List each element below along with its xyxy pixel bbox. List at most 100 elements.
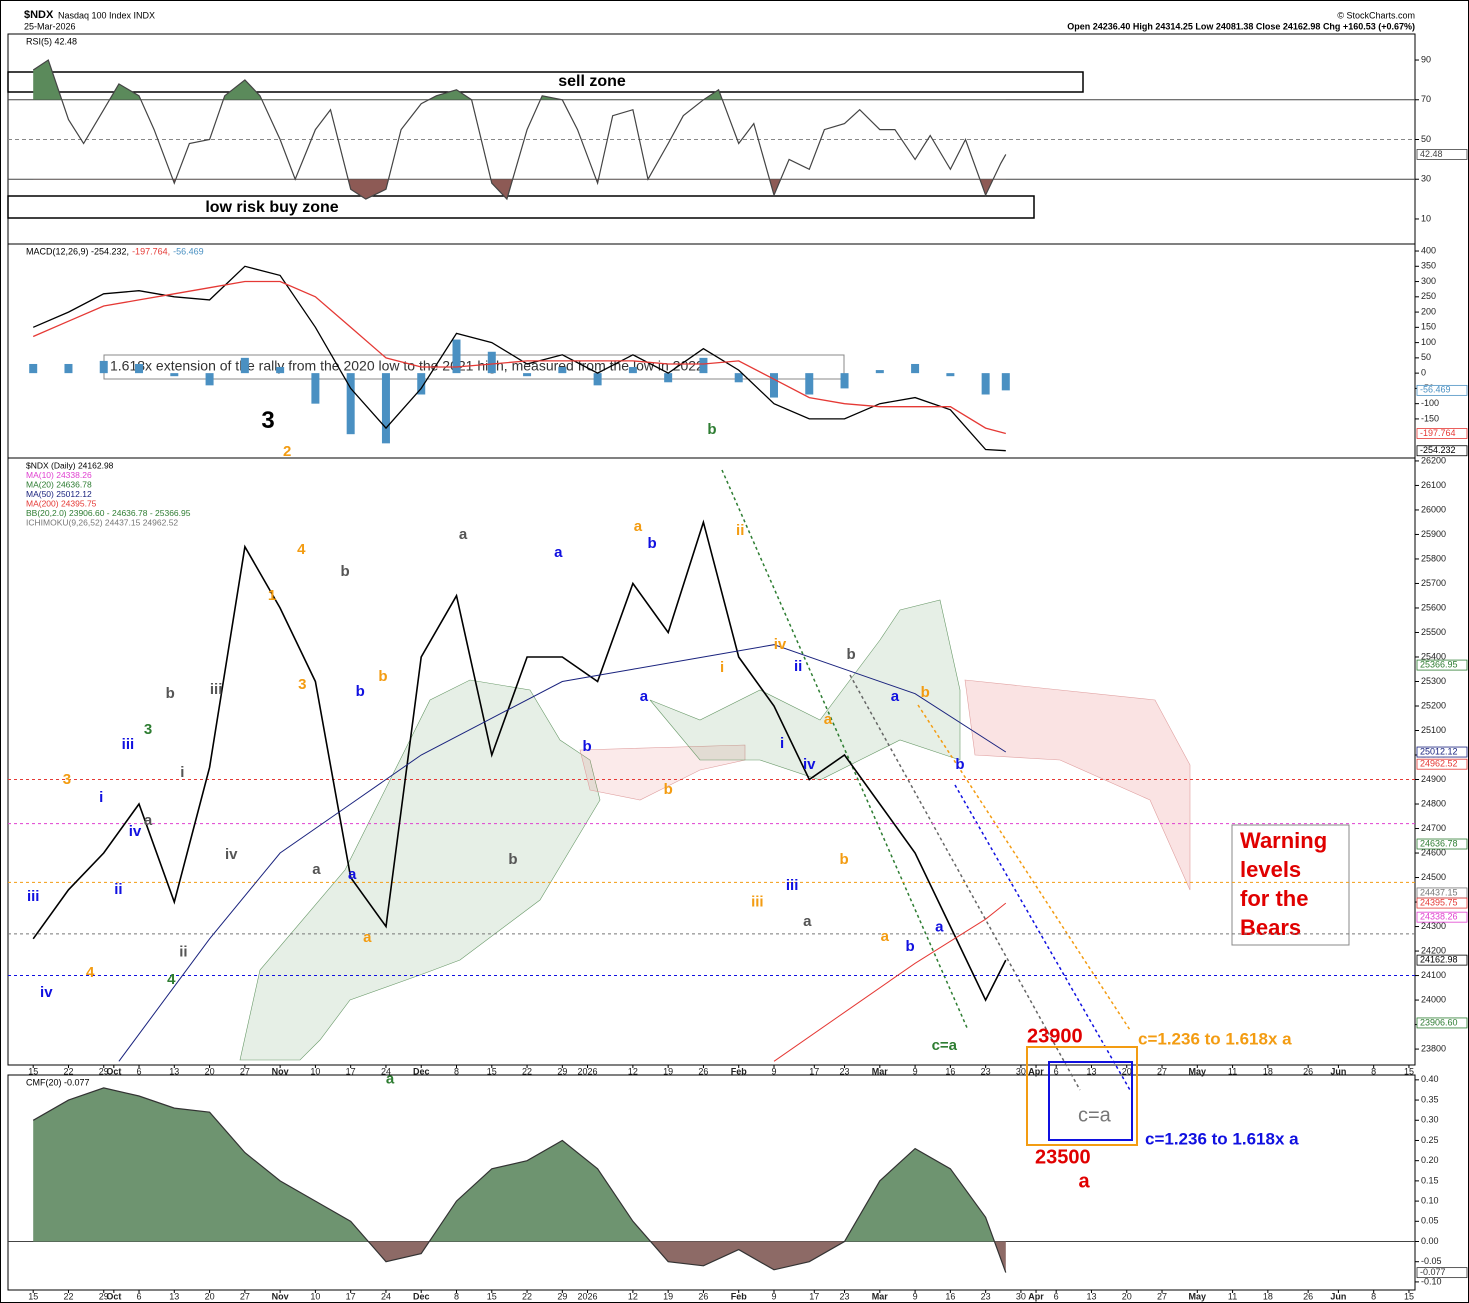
x-tick-label: 26 (1303, 1291, 1313, 1301)
wave-label: b (847, 646, 856, 663)
value-tag (1416, 954, 1468, 966)
x-tick-label: 27 (1157, 1291, 1167, 1301)
x-tick-label: 16 (945, 1066, 955, 1076)
y-tick-label: 25500 (1421, 627, 1446, 637)
wave-label: b (582, 738, 591, 755)
y-tick-label: 24500 (1421, 872, 1446, 882)
x-tick-label: 20 (1122, 1066, 1132, 1076)
projection-line (917, 704, 1131, 1031)
histogram-bar (875, 370, 884, 374)
symbol: $NDX (24, 9, 54, 21)
y-tick-label: 0 (1421, 368, 1426, 378)
value-tag (1416, 1267, 1468, 1279)
legend-entry: ICHIMOKU(9,26,52) 24437.15 24962.52 (26, 517, 178, 527)
projection-line (954, 784, 1131, 1091)
x-tick-label: 23 (981, 1291, 991, 1301)
x-tick-label: 15 (1404, 1066, 1414, 1076)
value-tag-label: -197.764 (1420, 428, 1456, 438)
x-tick-label: Mar (872, 1066, 889, 1076)
legend-entry: MA(10) 24338.26 (26, 470, 92, 480)
x-tick-label: 15 (28, 1066, 38, 1076)
y-tick-label: 0.25 (1421, 1135, 1439, 1145)
wave-label: a (640, 688, 649, 705)
wave-label: b (508, 851, 517, 868)
histogram-bar (99, 360, 108, 374)
x-tick-label: 17 (346, 1066, 356, 1076)
x-tick-label: 24 (381, 1291, 391, 1301)
x-tick-label: 13 (1086, 1066, 1096, 1076)
x-tick-label: 22 (63, 1291, 73, 1301)
note: 1.618x extension of the rally from the 2… (110, 358, 704, 374)
x-tick-label: 22 (63, 1066, 73, 1076)
value-tag-label: 24395.75 (1420, 897, 1458, 907)
legend-entry: MA(200) 24395.75 (26, 498, 97, 508)
histogram-bar (417, 373, 426, 395)
x-tick-label: 13 (1086, 1291, 1096, 1301)
histogram-bar (311, 373, 320, 404)
y-tick-label: 200 (1421, 306, 1436, 316)
histogram-bar (946, 373, 955, 377)
y-tick-label: -0.05 (1421, 1256, 1442, 1266)
y-tick-label: -150 (1421, 413, 1439, 423)
price-panel (7, 457, 1416, 1066)
x-tick-label: 10 (310, 1066, 320, 1076)
series-line (773, 902, 1007, 1062)
value-tag (1416, 659, 1468, 671)
wave-label: a (363, 929, 372, 946)
x-tick-label: 23 (840, 1291, 850, 1301)
wave-label: ii (179, 944, 187, 961)
value-tag (1416, 897, 1468, 909)
x-tick-label: 29 (557, 1291, 567, 1301)
cmf-panel (7, 1074, 1416, 1291)
y-tick-label: 50 (1421, 352, 1431, 362)
histogram-bar (381, 373, 390, 444)
x-tick-label: 20 (1122, 1291, 1132, 1301)
wave-label: a (144, 812, 153, 829)
panel-label: MACD(12,26,9) -254.232, (26, 246, 129, 256)
warning-box (1231, 824, 1350, 946)
ichimoku-cloud (964, 679, 1191, 891)
panel-label: RSI(5) 42.48 (26, 36, 77, 46)
wave-label: 4 (167, 971, 176, 988)
value-tag-label: 24162.98 (1420, 954, 1458, 964)
x-tick-label: 18 (1263, 1066, 1273, 1076)
wave-label: b (839, 851, 848, 868)
x-tick-label: 16 (945, 1291, 955, 1301)
target-label: 23900 (1027, 1025, 1083, 1047)
y-tick-label: 25300 (1421, 676, 1446, 686)
histogram-bar (769, 373, 778, 398)
y-tick-label: 24000 (1421, 994, 1446, 1004)
wave-label: iii (27, 888, 40, 905)
histogram-bar (523, 373, 532, 377)
legend-entry: BB(20,2.0) 23906.60 - 24636.78 - 25366.9… (26, 508, 191, 518)
x-tick-label: 24 (381, 1066, 391, 1076)
wave-label: ii (736, 522, 744, 539)
wave-label: iii (210, 681, 223, 698)
wave-label: iii (122, 736, 135, 753)
wave-label: iv (129, 823, 142, 840)
x-tick-label: 17 (346, 1291, 356, 1301)
value-tag (1416, 149, 1468, 160)
ichimoku-cloud (579, 744, 746, 801)
histogram-bar (805, 373, 814, 395)
x-tick-label: Jun (1330, 1291, 1346, 1301)
y-tick-label: 26200 (1421, 455, 1446, 465)
warning-text: for the (1240, 886, 1308, 911)
wave-label: c=a (932, 1037, 958, 1054)
wave-label: b (356, 683, 365, 700)
x-tick-label: 20 (205, 1291, 215, 1301)
chart-date: 25-Mar-2026 (24, 21, 76, 31)
y-tick-label: -0.10 (1421, 1276, 1442, 1286)
sell-zone-box (7, 71, 1084, 93)
y-tick-label: 350 (1421, 261, 1436, 271)
wave-label: 4 (86, 964, 95, 981)
y-tick-label: 24200 (1421, 945, 1446, 955)
wave-label: ii (794, 658, 802, 675)
x-tick-label: Nov (272, 1066, 289, 1076)
y-tick-label: 0.35 (1421, 1094, 1439, 1104)
y-tick-label: 25200 (1421, 700, 1446, 710)
wave-label: b (664, 781, 673, 798)
x-tick-label: 9 (913, 1066, 918, 1076)
wave-label: b (166, 685, 175, 702)
wave-label: 1 (268, 587, 276, 604)
